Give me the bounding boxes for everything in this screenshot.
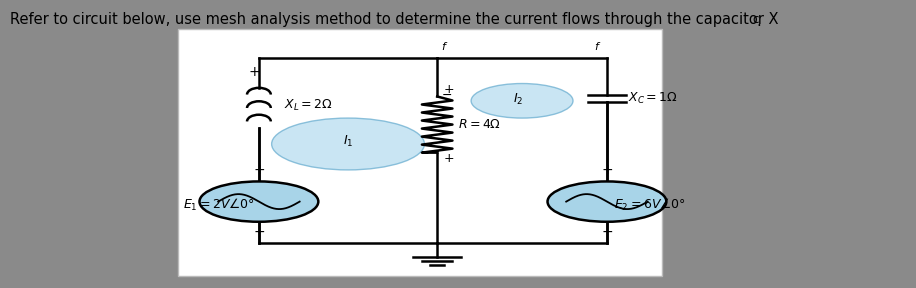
- Text: −: −: [253, 225, 265, 239]
- Text: c: c: [752, 13, 758, 26]
- Text: .: .: [757, 14, 761, 29]
- Circle shape: [548, 181, 666, 222]
- Text: $X_C = 1\Omega$: $X_C = 1\Omega$: [628, 91, 678, 106]
- Text: $E_1 = 2V \angle 0°$: $E_1 = 2V \angle 0°$: [182, 196, 255, 213]
- Text: +: +: [253, 163, 265, 177]
- Text: +: +: [601, 163, 613, 177]
- Text: $R = 4\Omega$: $R = 4\Omega$: [458, 118, 501, 131]
- Circle shape: [200, 181, 319, 222]
- Text: +: +: [444, 152, 454, 165]
- Text: −: −: [442, 88, 452, 102]
- Text: $X_L = 2\Omega$: $X_L = 2\Omega$: [284, 98, 333, 113]
- Text: f: f: [594, 42, 598, 52]
- Text: −: −: [601, 225, 613, 239]
- Text: +: +: [444, 83, 454, 96]
- Text: f: f: [442, 42, 445, 52]
- Text: $E_2 = 6V \angle 0°$: $E_2 = 6V \angle 0°$: [614, 196, 686, 213]
- FancyBboxPatch shape: [179, 29, 662, 276]
- Text: +: +: [249, 65, 260, 79]
- Text: $I_1$: $I_1$: [343, 134, 354, 149]
- Circle shape: [471, 84, 573, 118]
- Text: $I_2$: $I_2$: [513, 92, 523, 107]
- Text: Refer to circuit below, use mesh analysis method to determine the current flows : Refer to circuit below, use mesh analysi…: [10, 12, 779, 26]
- Circle shape: [272, 118, 424, 170]
